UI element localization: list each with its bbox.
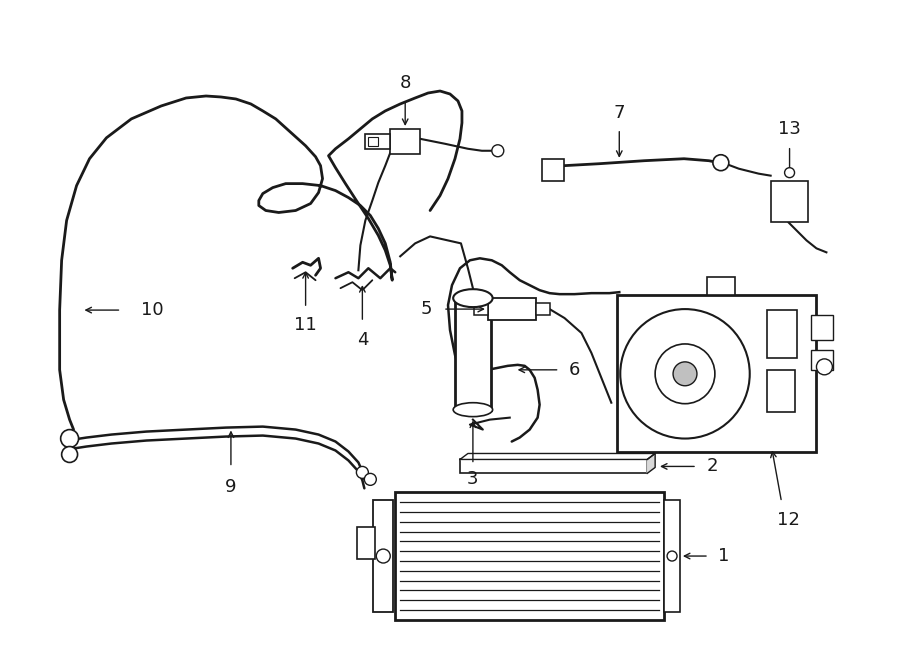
Bar bbox=[770, 180, 808, 223]
Bar bbox=[460, 459, 647, 473]
Bar bbox=[368, 137, 378, 146]
Text: 1: 1 bbox=[718, 547, 730, 565]
Circle shape bbox=[364, 473, 376, 485]
Text: 5: 5 bbox=[420, 300, 432, 318]
Text: 11: 11 bbox=[294, 316, 317, 334]
Bar bbox=[542, 159, 563, 180]
Ellipse shape bbox=[454, 289, 492, 307]
Text: 7: 7 bbox=[614, 104, 625, 122]
Bar bbox=[357, 527, 375, 559]
Text: 13: 13 bbox=[778, 120, 801, 138]
Circle shape bbox=[356, 467, 368, 479]
Bar bbox=[374, 500, 393, 612]
Ellipse shape bbox=[454, 403, 492, 416]
Text: 2: 2 bbox=[706, 457, 717, 475]
Circle shape bbox=[376, 549, 391, 563]
Circle shape bbox=[785, 168, 795, 178]
Bar bbox=[767, 370, 795, 412]
Circle shape bbox=[61, 447, 77, 463]
Bar bbox=[365, 134, 391, 149]
Bar bbox=[812, 350, 833, 370]
Bar bbox=[391, 129, 420, 154]
Bar bbox=[474, 303, 488, 315]
Text: 10: 10 bbox=[141, 301, 164, 319]
Text: 8: 8 bbox=[400, 74, 411, 92]
Bar bbox=[767, 310, 796, 358]
Polygon shape bbox=[460, 453, 655, 459]
Circle shape bbox=[713, 155, 729, 171]
Bar bbox=[536, 303, 550, 315]
Circle shape bbox=[816, 359, 833, 375]
Bar bbox=[664, 500, 680, 612]
Text: 4: 4 bbox=[356, 331, 368, 349]
Circle shape bbox=[655, 344, 715, 404]
Text: 9: 9 bbox=[225, 479, 237, 496]
Bar bbox=[488, 298, 536, 320]
Circle shape bbox=[673, 362, 697, 386]
Circle shape bbox=[491, 145, 504, 157]
Bar bbox=[706, 277, 734, 295]
Text: 6: 6 bbox=[569, 361, 580, 379]
Circle shape bbox=[620, 309, 750, 438]
Bar bbox=[617, 295, 816, 453]
Polygon shape bbox=[647, 453, 655, 473]
Bar bbox=[455, 298, 490, 410]
Bar bbox=[395, 492, 664, 620]
Text: 12: 12 bbox=[777, 511, 800, 529]
Circle shape bbox=[60, 430, 78, 447]
Bar bbox=[812, 315, 833, 340]
Circle shape bbox=[667, 551, 677, 561]
Text: 3: 3 bbox=[467, 471, 479, 488]
